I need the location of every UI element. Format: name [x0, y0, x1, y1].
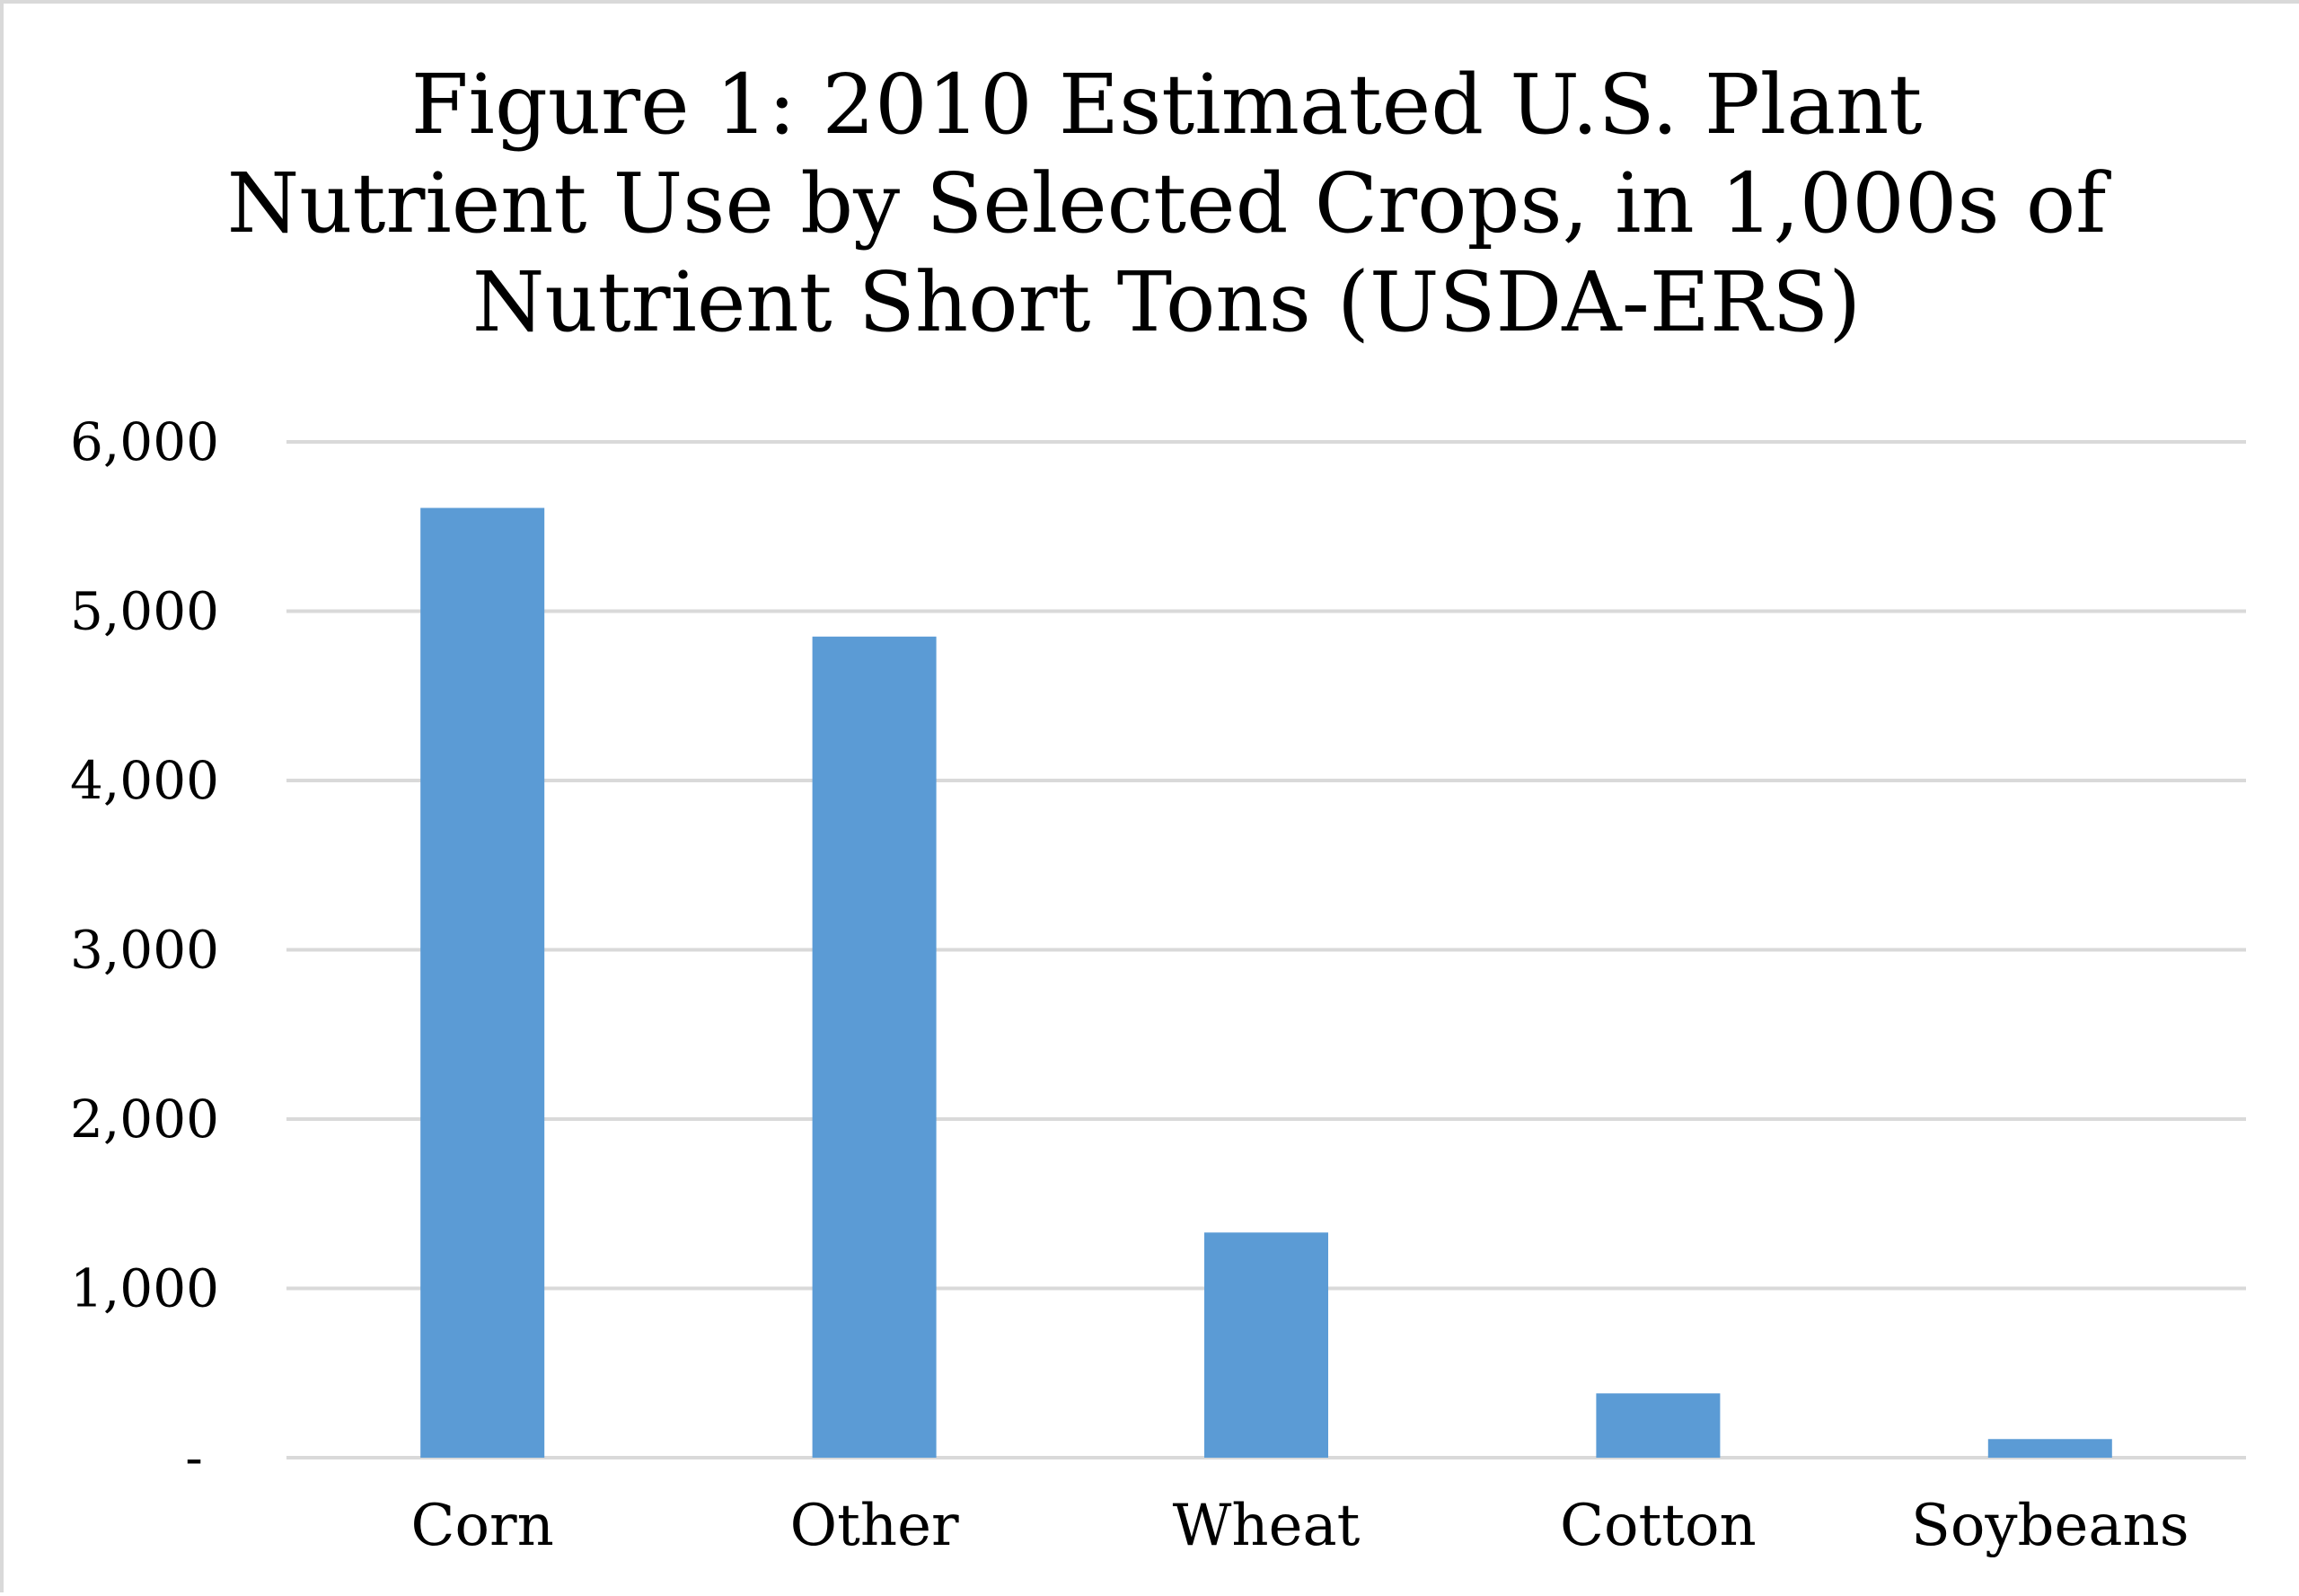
x-category-label: Other — [790, 1493, 959, 1559]
x-category-label: Wheat — [1173, 1493, 1361, 1559]
x-category-label: Corn — [411, 1493, 554, 1559]
y-tick-label: 1,000 — [70, 1258, 219, 1319]
y-tick-label: 3,000 — [70, 920, 219, 981]
bar-other — [812, 636, 937, 1458]
y-tick-label: 2,000 — [70, 1089, 219, 1150]
x-category-label: Cotton — [1560, 1493, 1757, 1559]
x-axis-category-labels: Corn Other Wheat Cotton Soybeans — [411, 1493, 2189, 1559]
bar-chart: - 1,000 2,000 3,000 4,000 5,000 6,000 Corn Othe… — [70, 411, 2246, 1559]
y-tick-label: 6,000 — [70, 411, 219, 472]
bar-soybeans — [1987, 1439, 2112, 1458]
x-category-label: Soybeans — [1911, 1493, 2189, 1559]
gridlines — [286, 440, 2246, 1459]
chart-title: Figure 1: 2010 Estimated U.S. Plant Nutr… — [226, 57, 2107, 350]
y-tick-label: - — [185, 1427, 203, 1488]
y-axis-tick-labels: - 1,000 2,000 3,000 4,000 5,000 6,000 — [70, 411, 219, 1488]
bar-wheat — [1204, 1232, 1328, 1458]
bar-cotton — [1596, 1393, 1721, 1458]
y-tick-label: 5,000 — [70, 581, 219, 642]
y-tick-label: 4,000 — [70, 750, 219, 811]
bars — [420, 507, 2112, 1458]
bar-corn — [420, 507, 545, 1458]
